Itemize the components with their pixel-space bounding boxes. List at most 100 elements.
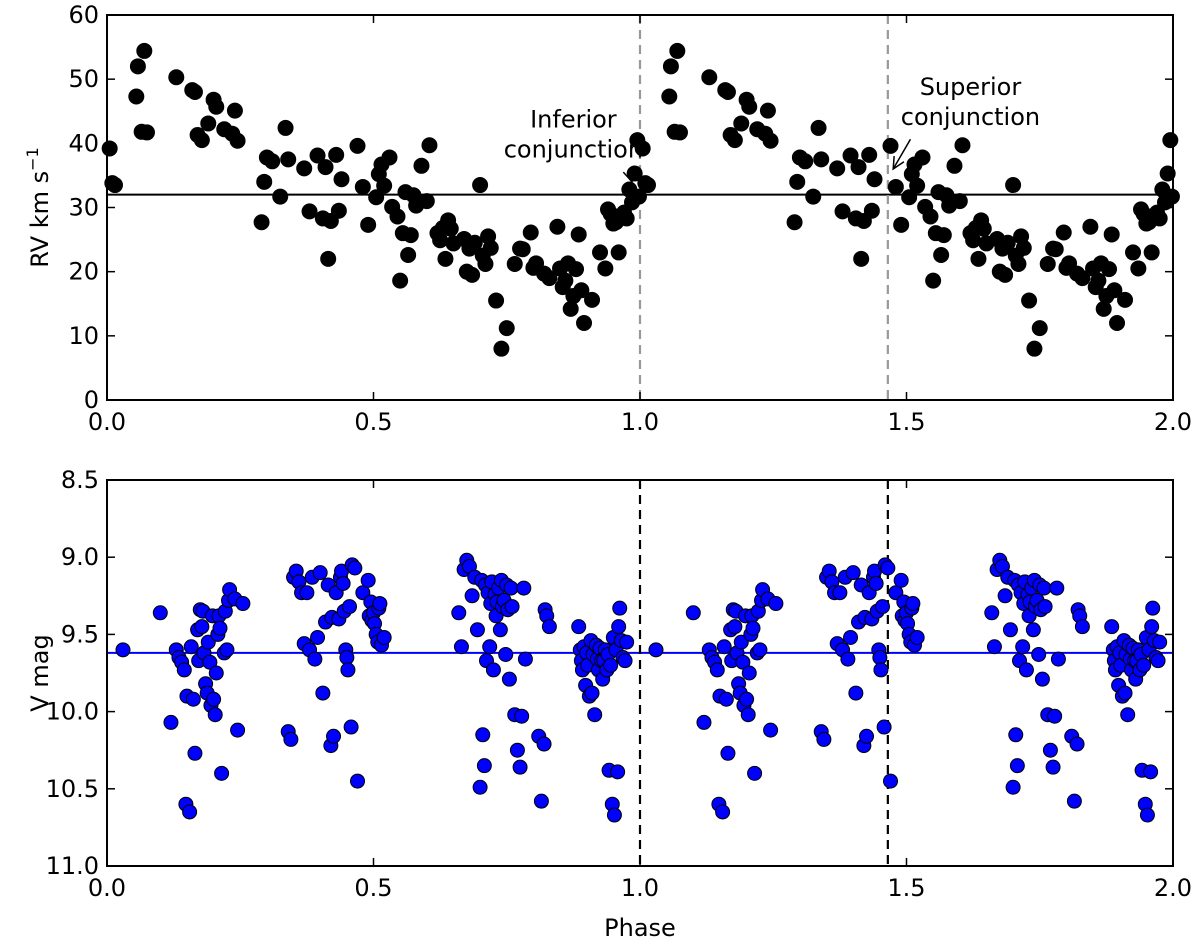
bot-data-point: [1045, 759, 1061, 775]
bot-data-point: [541, 619, 557, 635]
bot-data-point: [584, 685, 600, 701]
top-data-point: [789, 173, 806, 190]
top-data-point: [280, 151, 297, 168]
top-data-point: [946, 157, 963, 174]
annotation-0-arrow-head: [622, 168, 635, 184]
bot-data-point: [185, 691, 201, 707]
bot-data-point: [485, 662, 501, 678]
bot-data-point: [1150, 653, 1166, 669]
top-data-point: [482, 239, 499, 256]
bot-data-point: [741, 665, 757, 681]
bot-data-point: [504, 599, 520, 615]
bot-data-point: [745, 620, 761, 636]
bot-data-point: [360, 572, 376, 588]
bot-data-point: [1145, 600, 1161, 616]
bot-data-point: [1136, 657, 1152, 673]
top-data-point: [1106, 282, 1123, 299]
top-data-point: [472, 177, 489, 194]
bot-data-point: [501, 671, 517, 687]
bot-data-point: [1005, 779, 1021, 795]
top-data-point: [1010, 255, 1027, 272]
bot-x-tick-label: 1.0: [621, 874, 659, 902]
bot-data-point: [152, 605, 168, 621]
bot-y-tick-label: 8.5: [61, 466, 99, 494]
top-data-point: [1055, 224, 1072, 241]
bot-data-point: [312, 565, 328, 581]
bot-data-point: [648, 642, 664, 658]
top-data-point: [1163, 188, 1180, 205]
rv-y-axis-label: RV km s−1: [23, 147, 54, 267]
top-data-point: [573, 282, 590, 299]
top-data-point: [597, 260, 614, 277]
bot-data-point: [335, 575, 351, 591]
top-data-point: [488, 292, 505, 309]
top-data-point: [1095, 300, 1112, 317]
top-data-point: [1047, 241, 1064, 258]
top-data-point: [168, 69, 185, 86]
bot-data-point: [230, 722, 246, 738]
bot-data-point: [476, 758, 492, 774]
top-data-point: [997, 266, 1014, 283]
top-data-point: [354, 178, 371, 195]
bot-data-point: [571, 619, 587, 635]
top-data-point: [317, 159, 334, 176]
bot-data-point: [343, 719, 359, 735]
top-y-tick-label: 30: [68, 194, 99, 222]
top-data-point: [498, 320, 515, 337]
bot-data-point: [843, 629, 859, 645]
bot-y-tick-label: 9.0: [61, 543, 99, 571]
top-data-point: [861, 146, 878, 163]
rv-conjunction-lines: [638, 15, 889, 400]
bot-data-point: [1049, 580, 1065, 596]
bot-data-point: [187, 745, 203, 761]
bot-data-point: [482, 639, 498, 655]
bot-data-point: [340, 662, 356, 678]
bot-data-point: [299, 585, 315, 601]
annotation-1: Superior conjunction: [901, 73, 1040, 131]
bot-data-point: [1139, 807, 1155, 823]
top-data-point: [576, 315, 593, 331]
top-data-point: [208, 98, 225, 115]
bot-data-point: [739, 691, 755, 707]
top-data-point: [1031, 320, 1048, 337]
top-data-point: [975, 220, 992, 237]
bot-data-point: [1015, 639, 1031, 655]
rv-ticks: 0.0 0.5 1.0 1.5 2.0 0 10 20 30 40 50 60: [68, 1, 1192, 436]
bot-data-point: [207, 707, 223, 723]
top-data-point: [935, 227, 952, 244]
annotation-1-line-0: Superior: [920, 73, 1022, 101]
bot-x-tick-label: 0.0: [88, 874, 126, 902]
bot-data-point: [1002, 622, 1018, 638]
bot-data-point: [612, 600, 628, 616]
bot-data-point: [475, 727, 491, 743]
top-data-point: [813, 151, 830, 168]
top-data-point: [1090, 272, 1107, 289]
bot-data-point: [214, 765, 230, 781]
bot-data-point: [883, 773, 899, 789]
top-data-point: [106, 177, 123, 194]
bot-data-point: [909, 629, 925, 645]
bot-data-point: [619, 634, 635, 650]
bot-data-point: [845, 565, 861, 581]
top-y-tick-label: 60: [68, 1, 99, 29]
bot-data-point: [1042, 742, 1058, 758]
bot-data-point: [880, 560, 896, 576]
bot-data-point: [115, 642, 131, 658]
bot-data-point: [715, 804, 731, 820]
bot-data-point: [905, 596, 921, 612]
top-data-point: [392, 272, 409, 289]
bot-data-point: [347, 560, 363, 576]
annotation-1-arrow-head: [892, 155, 905, 171]
bot-data-point: [310, 629, 326, 645]
top-data-point: [277, 119, 294, 136]
rv-y-axis-label-text: RV km s: [26, 171, 54, 268]
top-data-point: [437, 250, 454, 267]
top-data-point: [662, 58, 679, 75]
top-data-point: [400, 246, 417, 263]
bot-data-point: [451, 605, 467, 621]
bot-data-point: [182, 804, 198, 820]
top-data-point: [933, 246, 950, 263]
bot-data-point: [183, 639, 199, 655]
